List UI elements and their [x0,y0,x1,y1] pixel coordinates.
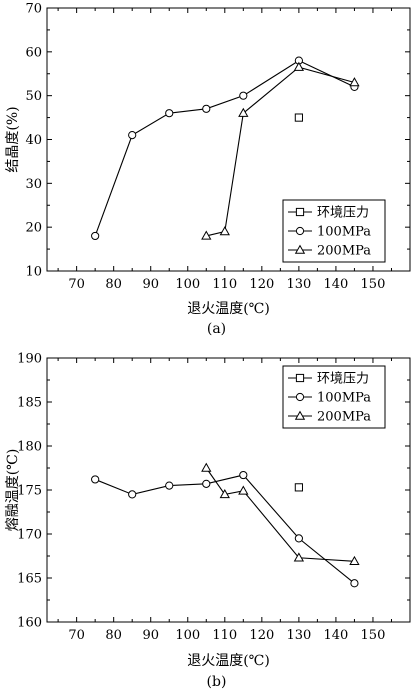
y-tick-label: 165 [17,572,42,587]
data-point-ambient [294,113,303,122]
chart-caption: (b) [207,674,227,690]
legend-marker-p200 [294,410,306,420]
x-tick-label: 90 [142,628,159,643]
y-tick-label: 160 [17,616,42,631]
chart-b: 70 80 90 100 110 120 130 140 150 160 165 170 175 180 1… [5,352,411,690]
y-tick-label: 70 [25,2,42,17]
x-tick-label: 100 [175,277,200,292]
y-axis-label: 结晶度(%) [5,106,21,172]
series-line-p200 [205,467,355,562]
x-tick-label: 100 [175,628,200,643]
data-point-p200 [293,552,305,562]
x-tick-label: 80 [105,277,122,292]
legend-label: 100MPa [317,391,371,406]
chart-caption: (a) [207,321,226,337]
y-axis-label: 熔融温度(℃) [5,449,21,532]
data-point-p100 [128,490,137,499]
y-tick-label: 185 [17,396,42,411]
x-tick-label: 120 [249,628,274,643]
chart-a: 70 80 90 100 110 120 130 140 150 10 20 30 40 50 60 70 退火… [5,2,411,337]
y-tick-label: 190 [17,352,42,367]
legend-marker-p200 [294,244,306,254]
x-tick-label: 110 [212,628,237,643]
data-point-p100 [165,481,174,490]
x-axis-label: 退火温度(℃) [187,653,270,669]
legend-label: 环境压力 [317,372,369,387]
data-point-p100 [202,479,211,488]
x-tick-label: 130 [286,277,311,292]
y-tick-label: 10 [25,265,42,280]
data-point-p100 [202,104,211,113]
legend-label: 200MPa [317,244,371,259]
data-point-p200 [349,77,360,87]
x-tick-label: 120 [249,277,274,292]
legend: 环境压力 100MPa 200MPa [282,365,386,429]
series-ambient [294,113,303,122]
y-tick-label: 40 [25,133,42,148]
x-tick-label: 80 [105,628,122,643]
x-tick-label: 130 [286,628,311,643]
data-point-p100 [91,231,100,241]
data-point-p100 [91,475,100,484]
legend-label: 200MPa [317,410,371,425]
y-tick-label: 20 [25,221,42,236]
x-tick-label: 70 [68,628,85,643]
data-point-p100 [128,131,137,140]
data-point-p100 [239,91,248,100]
y-tick-label: 60 [25,45,42,60]
data-point-p100 [294,534,303,543]
x-tick-label: 110 [212,277,237,292]
x-tick-label: 70 [68,277,85,292]
legend-marker-ambient [295,207,305,217]
legend-marker-ambient [295,373,305,383]
data-point-p200 [349,555,360,565]
data-point-p200 [293,61,305,71]
x-tick-label: 140 [324,628,349,643]
y-tick-label: 175 [17,484,42,499]
data-point-p200 [201,462,212,472]
data-point-p100 [350,579,359,588]
legend-marker-p100 [295,392,305,402]
data-point-p200 [219,488,230,499]
y-tick-label: 170 [17,528,42,543]
data-point-p200 [219,226,230,236]
legend-label: 100MPa [317,225,371,240]
series-p200 [201,61,360,240]
x-tick-label: 90 [142,277,159,292]
x-axis-label: 退火温度(℃) [187,301,270,317]
series-p200 [201,462,360,565]
x-tick-label: 150 [361,277,386,292]
x-tick-label: 140 [324,277,349,292]
legend: 环境压力 100MPa 200MPa [282,199,386,263]
data-point-p200 [238,485,249,495]
y-tick-label: 50 [25,89,42,104]
y-tick-label: 30 [25,177,42,192]
data-point-ambient [294,483,303,492]
legend-label: 环境压力 [317,206,369,221]
y-tick-label: 180 [17,440,42,455]
series-ambient [294,483,303,492]
legend-marker-p100 [295,226,305,236]
data-point-p100 [239,470,248,480]
data-point-p200 [238,107,249,117]
data-point-p100 [165,109,174,118]
series-p100 [91,470,359,588]
x-tick-label: 150 [361,628,386,643]
data-point-p200 [201,230,212,240]
